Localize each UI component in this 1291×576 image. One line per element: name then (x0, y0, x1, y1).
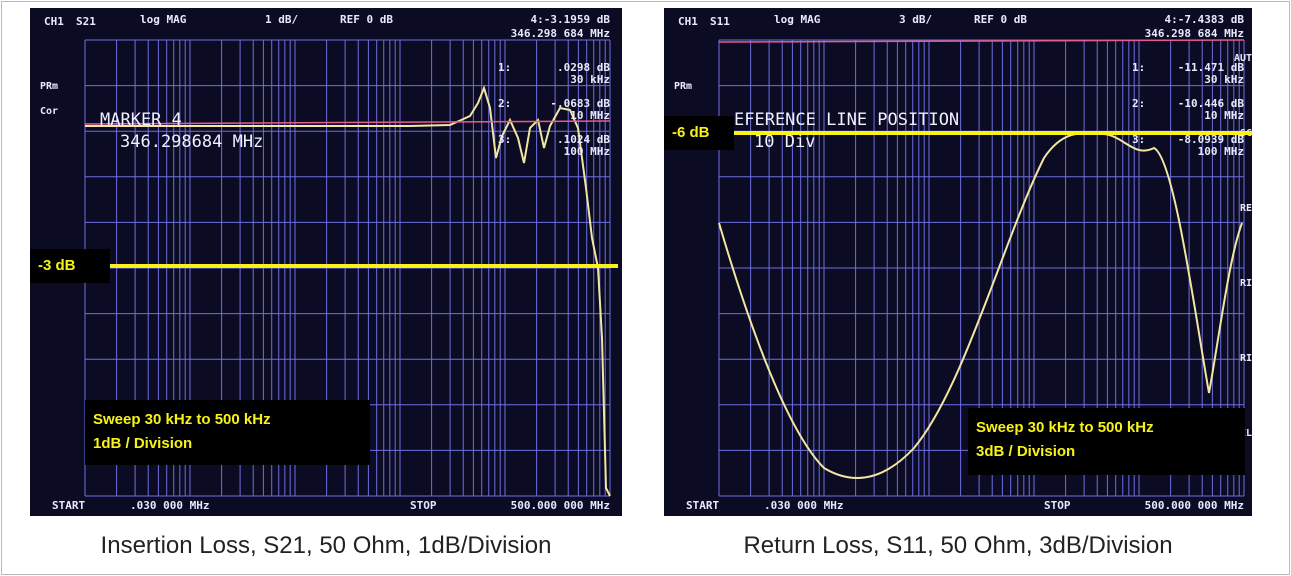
channel: CH1 (44, 15, 64, 28)
marker-frequency: 10 MHz (570, 109, 610, 122)
marker-label: 1: (1132, 61, 1145, 74)
format: log MAG (140, 13, 187, 26)
note-text: Sweep 30 kHz to 500 kHz (93, 411, 271, 428)
start-label: START (686, 499, 719, 512)
page: CH1S21log MAG1 dB/REF 0 dB4:-3.1959 dB34… (0, 0, 1291, 576)
marker-frequency: 30 kHz (1204, 73, 1244, 86)
marker-frequency: 10 MHz (1204, 109, 1244, 122)
note-text: 1dB / Division (93, 435, 192, 452)
marker-label: 1: (498, 61, 511, 74)
marker-frequency: 346.298 684 MHz (1145, 27, 1244, 40)
scale: 3 dB/ (899, 13, 932, 26)
softkey-label: RI (1240, 278, 1252, 289)
parameter: S21 (76, 15, 96, 28)
channel: CH1 (678, 15, 698, 28)
side-label: Cor (40, 106, 58, 117)
marker-readout: 4:-3.1959 dB (531, 13, 611, 26)
overlay-text: EFERENCE LINE POSITION (734, 110, 959, 130)
reference: REF 0 dB (974, 13, 1027, 26)
overlay-text: 346.298684 MHz (120, 132, 263, 152)
marker-readout: 4:-7.4383 dB (1165, 13, 1245, 26)
side-label: PRm (40, 81, 58, 92)
side-label: PRm (674, 81, 692, 92)
stop-frequency: 500.000 000 MHz (1145, 499, 1244, 512)
scale: 1 dB/ (265, 13, 298, 26)
stop-label: STOP (410, 499, 437, 512)
caption: Insertion Loss, S21, 50 Ohm, 1dB/Divisio… (26, 532, 626, 560)
level-label: -6 dB (672, 124, 710, 141)
marker-label: 2: (1132, 97, 1145, 110)
marker-frequency: 30 kHz (570, 73, 610, 86)
format: log MAG (774, 13, 821, 26)
overlay-text: MARKER 4 (100, 110, 182, 130)
marker-frequency: 346.298 684 MHz (511, 27, 610, 40)
softkey-label: AUT (1234, 53, 1252, 64)
reference: REF 0 dB (340, 13, 393, 26)
start-label: START (52, 499, 85, 512)
softkey-label: RI (1240, 353, 1252, 364)
parameter: S11 (710, 15, 730, 28)
analyzer-screen: CH1 S11 log MAG 3 dB/REF 0 dB 4:-7.4383 dB34… (664, 8, 1252, 516)
start-frequency: .030 000 MHz (130, 499, 209, 512)
note-text: 3dB / Division (976, 443, 1075, 460)
marker-label: 3: (498, 133, 511, 146)
softkey-label: RE (1240, 203, 1252, 214)
stop-label: STOP (1044, 499, 1071, 512)
marker-frequency: 100 MHz (1198, 145, 1244, 158)
note-box (85, 400, 370, 465)
caption: Return Loss, S11, 50 Ohm, 3dB/Division (658, 532, 1258, 560)
note-text: Sweep 30 kHz to 500 kHz (976, 419, 1154, 436)
marker-label: 2: (498, 97, 511, 110)
level-label: -3 dB (38, 257, 76, 274)
start-frequency: .030 000 MHz (764, 499, 843, 512)
stop-frequency: 500.000 000 MHz (511, 499, 610, 512)
marker-frequency: 100 MHz (564, 145, 610, 158)
